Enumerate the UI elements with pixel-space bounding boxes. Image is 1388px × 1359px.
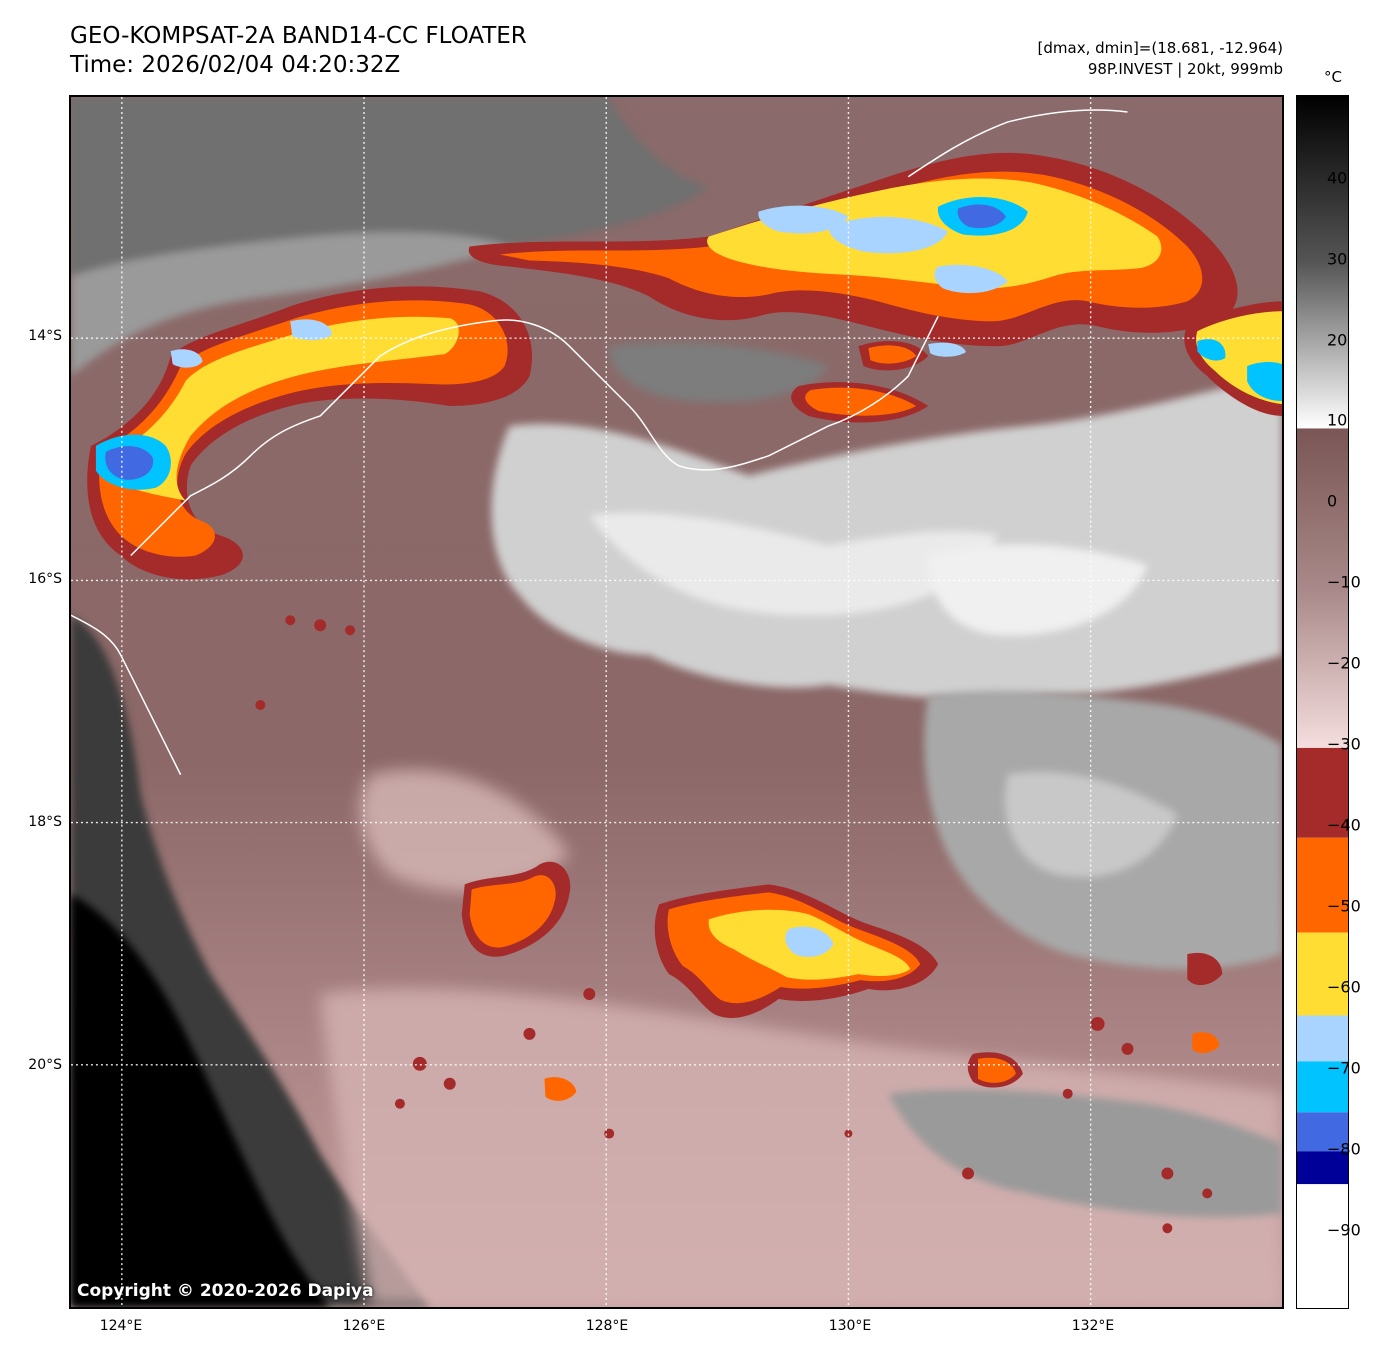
colorbar-tick-minus70: −70 (1327, 1058, 1361, 1078)
colorbar-tick-minus60: −60 (1327, 977, 1361, 997)
colorbar-tick-minus10: −10 (1327, 572, 1361, 592)
map-title: GEO-KOMPSAT-2A BAND14-CC FLOATER Time: 2… (70, 22, 527, 80)
colorbar-tick-40: 40 (1327, 168, 1348, 188)
colorbar-tick-minus80: −80 (1327, 1139, 1361, 1159)
colorbar-blue-band (1297, 1112, 1348, 1152)
storm-text: 98P.INVEST | 20kt, 999mb (1087, 60, 1283, 78)
colorbar-tick-10: 10 (1327, 410, 1348, 430)
satellite-map: Copyright © 2020-2026 Dapiya (69, 95, 1284, 1309)
warm-land-southwest (71, 615, 430, 1307)
colorbar-tick-minus20: −20 (1327, 653, 1361, 673)
coastlines (71, 109, 1128, 776)
colorbar-tick-minus30: −30 (1327, 734, 1361, 754)
gridlines (71, 97, 1282, 1307)
range-text: [dmax, dmin]=(18.681, -12.964) (1037, 39, 1283, 57)
colorbar-tick-minus50: −50 (1327, 896, 1361, 916)
lon-label-130e: 130°E (828, 1318, 872, 1334)
lon-label-132e: 132°E (1071, 1318, 1115, 1334)
colorbar (1296, 95, 1349, 1309)
lat-label-16s: 16°S (28, 571, 62, 587)
cold-tops-northeast (468, 152, 1282, 423)
scattered-cells (255, 615, 1213, 1234)
pink-haze-south (320, 769, 1282, 1307)
colorbar-grey-band (1297, 96, 1348, 429)
grey-clouds-east (924, 690, 1282, 970)
colorbar-navy-band (1297, 1151, 1348, 1185)
lon-label-128e: 128°E (585, 1318, 629, 1334)
colorbar-cyan-band (1297, 1061, 1348, 1113)
colorbar-yellow-band (1297, 932, 1348, 1016)
colorbar-tick-minus90: −90 (1327, 1220, 1361, 1240)
lat-label-20s: 20°S (28, 1057, 62, 1073)
colorbar-tick-0: 0 (1327, 491, 1338, 511)
colorbar-unit: °C (1324, 68, 1342, 86)
colorbar-tick-30: 30 (1327, 249, 1348, 269)
map-info: [dmax, dmin]=(18.681, -12.964) 98P.INVES… (1038, 38, 1283, 80)
light-clouds-center (491, 376, 1282, 700)
colorbar-light-blue-band (1297, 1015, 1348, 1062)
colorbar-white-band (1297, 1184, 1348, 1308)
colorbar-warm-band (1297, 428, 1348, 748)
copyright-text: Copyright © 2020-2026 Dapiya (77, 1281, 374, 1301)
title-time: Time: 2026/02/04 04:20:32Z (70, 52, 401, 78)
lon-label-126e: 126°E (342, 1318, 386, 1334)
cold-tops-south (461, 861, 1223, 1101)
colorbar-tick-20: 20 (1327, 330, 1348, 350)
colorbar-orange-band (1297, 837, 1348, 933)
colorbar-tick-minus40: −40 (1327, 815, 1361, 835)
lat-label-18s: 18°S (28, 814, 62, 830)
grey-clouds-north (71, 97, 829, 403)
lat-label-14s: 14°S (28, 328, 62, 344)
lon-label-124e: 124°E (99, 1318, 143, 1334)
grey-clouds-southeast (888, 1089, 1282, 1218)
colorbar-dark-red-band (1297, 747, 1348, 838)
title-satellite: GEO-KOMPSAT-2A BAND14-CC FLOATER (70, 23, 527, 49)
satellite-imagery (71, 97, 1282, 1307)
